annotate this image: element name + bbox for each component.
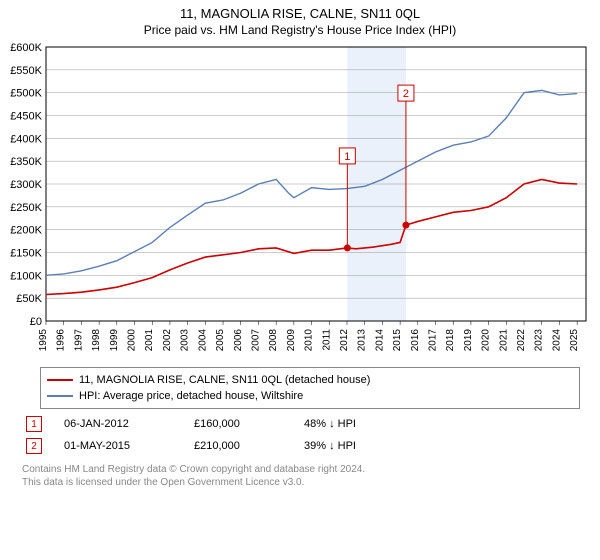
svg-text:£600K: £600K [10, 42, 42, 54]
svg-text:2008: 2008 [268, 329, 279, 352]
legend-label: 11, MAGNOLIA RISE, CALNE, SN11 0QL (deta… [79, 372, 370, 388]
transaction-diff: 39% ↓ HPI [304, 440, 414, 452]
svg-text:£150K: £150K [10, 248, 42, 260]
legend-swatch [47, 395, 73, 397]
svg-text:£300K: £300K [10, 179, 42, 191]
transaction-row: 1 06-JAN-2012£160,00048% ↓ HPI [22, 413, 580, 435]
legend-item: HPI: Average price, detached house, Wilt… [47, 388, 573, 404]
svg-text:2024: 2024 [551, 329, 562, 352]
footer-attribution: Contains HM Land Registry data © Crown c… [22, 463, 580, 489]
transaction-diff: 48% ↓ HPI [304, 418, 414, 430]
transaction-marker: 2 [26, 438, 42, 454]
svg-text:2003: 2003 [180, 329, 191, 352]
svg-text:2021: 2021 [498, 329, 509, 352]
legend-label: HPI: Average price, detached house, Wilt… [79, 388, 303, 404]
svg-text:2001: 2001 [144, 329, 155, 352]
svg-text:2004: 2004 [197, 329, 208, 352]
transaction-date: 06-JAN-2012 [64, 418, 194, 430]
svg-text:2005: 2005 [215, 329, 226, 352]
page-title: 11, MAGNOLIA RISE, CALNE, SN11 0QL [0, 0, 600, 21]
svg-text:£0: £0 [30, 316, 42, 328]
svg-text:£400K: £400K [10, 133, 42, 145]
svg-text:£250K: £250K [10, 202, 42, 214]
svg-text:2023: 2023 [534, 329, 545, 352]
svg-text:1997: 1997 [73, 329, 84, 352]
svg-text:2012: 2012 [339, 329, 350, 352]
svg-text:2025: 2025 [569, 329, 580, 352]
svg-text:£350K: £350K [10, 156, 42, 168]
svg-text:2013: 2013 [357, 329, 368, 352]
svg-text:2018: 2018 [445, 329, 456, 352]
svg-text:2010: 2010 [304, 329, 315, 352]
footer-line2: This data is licensed under the Open Gov… [22, 476, 580, 489]
svg-text:2: 2 [403, 88, 409, 100]
svg-text:£100K: £100K [10, 270, 42, 282]
svg-text:2022: 2022 [516, 329, 527, 352]
price-chart: £0 £50K £100K £150K £200K £250K £300K £350K £400… [0, 41, 600, 361]
legend: 11, MAGNOLIA RISE, CALNE, SN11 0QL (deta… [40, 367, 580, 409]
svg-text:£550K: £550K [10, 65, 42, 77]
transaction-date: 01-MAY-2015 [64, 440, 194, 452]
svg-text:2017: 2017 [428, 329, 439, 352]
svg-text:1: 1 [344, 151, 350, 163]
svg-text:2009: 2009 [286, 329, 297, 352]
legend-swatch [47, 379, 73, 381]
svg-text:£500K: £500K [10, 88, 42, 100]
transaction-marker: 1 [26, 416, 42, 432]
svg-text:£450K: £450K [10, 111, 42, 123]
svg-text:2019: 2019 [463, 329, 474, 352]
transaction-price: £160,000 [194, 418, 304, 430]
svg-text:£50K: £50K [16, 293, 42, 305]
svg-text:1995: 1995 [38, 329, 49, 352]
svg-text:2020: 2020 [481, 329, 492, 352]
svg-text:1998: 1998 [91, 329, 102, 352]
transaction-row: 2 01-MAY-2015£210,00039% ↓ HPI [22, 435, 580, 457]
svg-text:2007: 2007 [250, 329, 261, 352]
svg-text:2002: 2002 [162, 329, 173, 352]
svg-text:1999: 1999 [109, 329, 120, 352]
svg-text:1996: 1996 [56, 329, 67, 352]
legend-item: 11, MAGNOLIA RISE, CALNE, SN11 0QL (deta… [47, 372, 573, 388]
page-subtitle: Price paid vs. HM Land Registry's House … [0, 21, 600, 41]
transaction-price: £210,000 [194, 440, 304, 452]
svg-text:£200K: £200K [10, 225, 42, 237]
svg-text:2014: 2014 [374, 329, 385, 352]
chart-svg: £0 £50K £100K £150K £200K £250K £300K £350K £400… [0, 41, 600, 361]
svg-text:2011: 2011 [321, 329, 332, 351]
transactions-table: 1 06-JAN-2012£160,00048% ↓ HPI 2 01-MAY-201… [22, 413, 580, 457]
svg-text:2000: 2000 [127, 329, 138, 352]
footer-line1: Contains HM Land Registry data © Crown c… [22, 463, 580, 476]
svg-text:2006: 2006 [233, 329, 244, 352]
svg-text:2015: 2015 [392, 329, 403, 352]
svg-text:2016: 2016 [410, 329, 421, 352]
